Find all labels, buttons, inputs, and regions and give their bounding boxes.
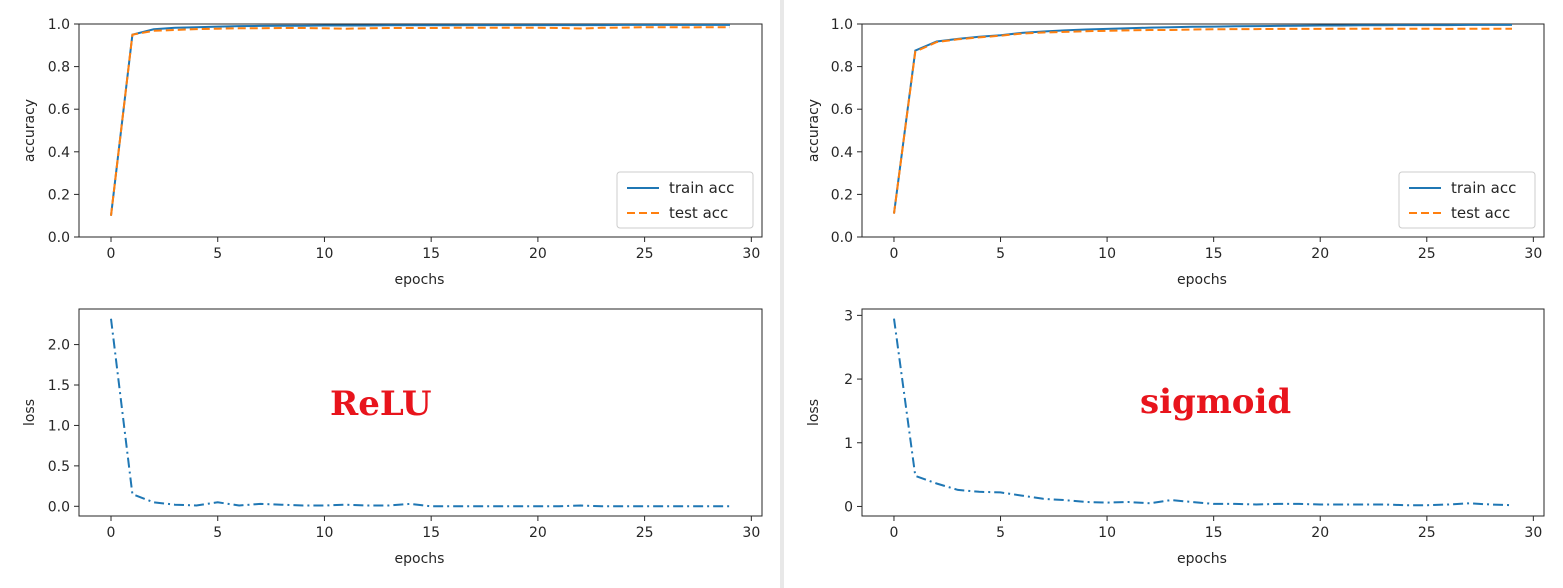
panel-divider <box>780 0 784 588</box>
y-axis-label: accuracy <box>806 99 822 162</box>
legend-label: train acc <box>1451 179 1516 197</box>
x-tick-label: 10 <box>1098 246 1116 262</box>
y-tick-label: 0.8 <box>48 60 70 76</box>
y-tick-label: 3 <box>844 308 853 324</box>
x-tick-label: 5 <box>213 525 222 541</box>
x-tick-label: 15 <box>422 525 440 541</box>
x-tick-label: 25 <box>1418 246 1436 262</box>
x-tick-label: 0 <box>890 525 899 541</box>
series-line-loss <box>110 318 730 508</box>
y-tick-label: 0.4 <box>831 145 853 161</box>
x-tick-label: 20 <box>1311 246 1329 262</box>
y-tick-label: 1.5 <box>48 378 70 394</box>
y-tick-label: 0.6 <box>831 102 853 118</box>
series-line-test-acc <box>110 26 730 216</box>
x-tick-label: 10 <box>316 246 334 262</box>
x-tick-label: 5 <box>996 525 1005 541</box>
y-tick-label: 0.5 <box>48 459 70 475</box>
y-axis-label: loss <box>806 399 822 426</box>
sigmoid-loss-chart: 0 5 10 15 20 25 30 0 1 2 3 epochs loss <box>806 308 1545 567</box>
y-tick-label: 0.4 <box>48 145 70 161</box>
y-tick-label: 2.0 <box>48 338 70 354</box>
y-tick-label: 1.0 <box>48 17 70 33</box>
relu-accuracy-chart: 0 5 10 15 20 25 30 0.0 0.2 0.4 0.6 0.8 1.0 epochs accu… <box>22 17 763 288</box>
relu-overlay-text: ReLU <box>330 384 432 424</box>
x-tick-label: 5 <box>996 246 1005 262</box>
series-line-loss <box>893 318 1513 507</box>
x-tick-label: 15 <box>1205 525 1223 541</box>
x-tick-label: 25 <box>636 246 654 262</box>
y-tick-label: 0.2 <box>831 187 853 203</box>
x-tick-label: 30 <box>742 246 760 262</box>
x-tick-label: 20 <box>529 246 547 262</box>
x-tick-label: 30 <box>742 525 760 541</box>
series-line-test-acc <box>893 27 1512 214</box>
y-tick-label: 2 <box>844 372 853 388</box>
relu-loss-chart: 0 5 10 15 20 25 30 0.0 0.5 1.0 1.5 2.0 epochs loss <box>22 308 763 567</box>
x-tick-label: 0 <box>107 246 116 262</box>
y-tick-label: 1.0 <box>48 418 70 434</box>
legend-label: test acc <box>1451 204 1510 222</box>
x-tick-label: 0 <box>107 525 116 541</box>
y-tick-label: 0.6 <box>48 102 70 118</box>
relu-panel: 0 5 10 15 20 25 30 0.0 0.2 0.4 0.6 0.8 1.0 epochs accu… <box>0 0 780 588</box>
x-tick-label: 30 <box>1524 525 1542 541</box>
x-tick-label: 10 <box>316 525 334 541</box>
sigmoid-accuracy-chart: 0 5 10 15 20 25 30 0.0 0.2 0.4 0.6 0.8 1.0 epochs accu… <box>806 17 1545 288</box>
plot-frame <box>78 308 763 517</box>
sigmoid-overlay-text: sigmoid <box>1140 382 1292 422</box>
x-tick-label: 20 <box>1311 525 1329 541</box>
x-tick-label: 10 <box>1098 525 1116 541</box>
plot-frame <box>861 308 1545 517</box>
x-tick-label: 15 <box>1205 246 1223 262</box>
sigmoid-panel: 0 5 10 15 20 25 30 0.0 0.2 0.4 0.6 0.8 1.0 epochs accu… <box>784 0 1563 588</box>
legend-label: train acc <box>669 179 734 197</box>
y-tick-label: 1.0 <box>831 17 853 33</box>
y-axis-label: loss <box>22 399 38 426</box>
y-tick-label: 0.0 <box>48 230 70 246</box>
y-tick-label: 0.2 <box>48 187 70 203</box>
y-tick-label: 0 <box>844 499 853 515</box>
x-tick-label: 15 <box>422 246 440 262</box>
x-axis-label: epochs <box>1177 551 1227 567</box>
x-axis-label: epochs <box>395 551 445 567</box>
x-tick-label: 5 <box>213 246 222 262</box>
series-line-train-acc <box>110 24 730 216</box>
y-tick-label: 0.8 <box>831 60 853 76</box>
x-tick-label: 30 <box>1524 246 1542 262</box>
y-axis-label: accuracy <box>22 99 38 162</box>
relu-overlay-label: ReLU <box>330 384 432 424</box>
y-tick-label: 0.0 <box>831 230 853 246</box>
x-tick-label: 25 <box>636 525 654 541</box>
x-tick-label: 25 <box>1418 525 1436 541</box>
y-tick-label: 1 <box>844 436 853 452</box>
y-tick-label: 0.0 <box>48 499 70 515</box>
x-tick-label: 0 <box>890 246 899 262</box>
legend-label: test acc <box>669 204 728 222</box>
x-tick-label: 20 <box>529 525 547 541</box>
x-axis-label: epochs <box>395 272 445 288</box>
x-axis-label: epochs <box>1177 272 1227 288</box>
sigmoid-overlay-label: sigmoid <box>1140 382 1291 422</box>
